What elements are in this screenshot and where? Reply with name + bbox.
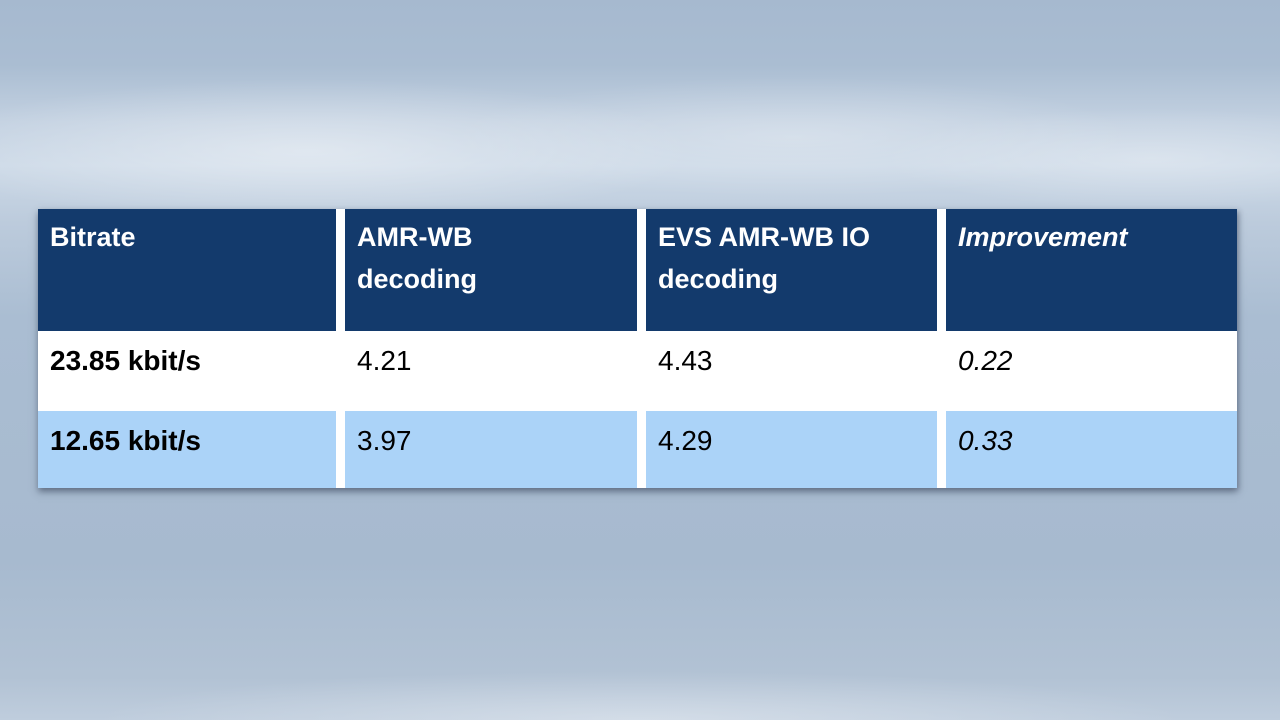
column-header-bitrate: Bitrate xyxy=(38,209,336,331)
column-header-improvement: Improvement xyxy=(946,209,1237,331)
cell-row1-amr-wb-score: 4.21 xyxy=(345,331,637,411)
cell-row1-evs-amr-wb-io-score: 4.43 xyxy=(646,331,937,411)
cell-row2-improvement: 0.33 xyxy=(946,411,1237,488)
cell-row2-amr-wb-score: 3.97 xyxy=(345,411,637,488)
decoding-comparison-table: Bitrate AMR-WB decoding EVS AMR-WB IO de… xyxy=(38,209,1237,488)
cell-row1-improvement: 0.22 xyxy=(946,331,1237,411)
cell-row2-evs-amr-wb-io-score: 4.29 xyxy=(646,411,937,488)
column-header-amr-wb-decoding: AMR-WB decoding xyxy=(345,209,637,331)
column-header-evs-amr-wb-io-decoding: EVS AMR-WB IO decoding xyxy=(646,209,937,331)
cell-row1-bitrate: 23.85 kbit/s xyxy=(38,331,336,411)
cell-row2-bitrate: 12.65 kbit/s xyxy=(38,411,336,488)
